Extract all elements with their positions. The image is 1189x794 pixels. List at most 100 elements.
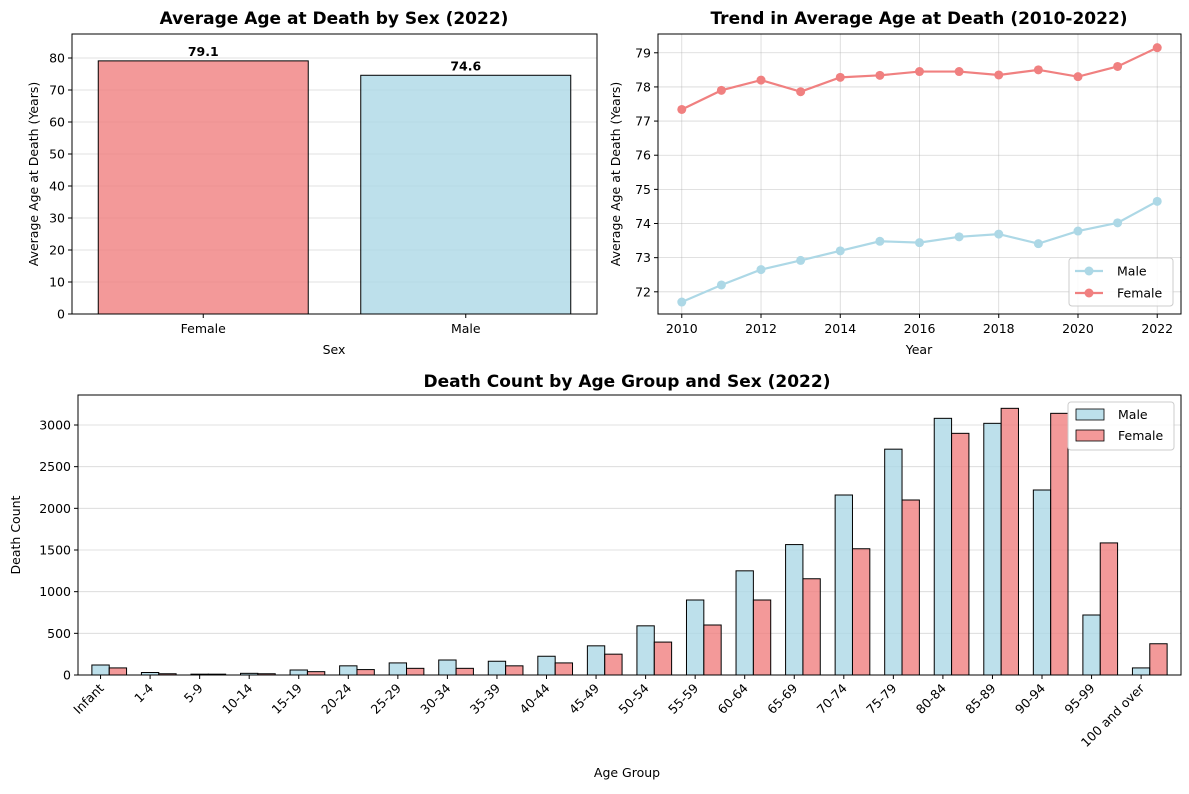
c2-title: Trend in Average Age at Death (2010-2022…: [710, 9, 1127, 29]
c3-legend: Male Female: [1067, 401, 1175, 451]
c2-y-tick-label: 77: [635, 114, 651, 129]
c2-legend-female-marker: [1084, 288, 1094, 298]
c2-point-female: [954, 67, 964, 77]
c2-x-tick-label: 2010: [666, 321, 698, 336]
c3-bar-female: [901, 499, 920, 676]
c2-point-female: [716, 85, 726, 95]
c2-x-ticks: 2010 2012 2014 2016 2018 2020 2022: [666, 314, 1173, 336]
c3-legend-male-swatch: [1075, 408, 1105, 421]
c2-point-female: [1152, 43, 1162, 53]
c2-point-male: [1113, 218, 1123, 228]
c2-x-tick-label: 2012: [745, 321, 777, 336]
c1-y-tick-label: 30: [49, 211, 65, 226]
c2-y-tick-label: 75: [635, 182, 651, 197]
c2-point-female: [1073, 72, 1083, 82]
c3-bar-female: [1149, 643, 1168, 676]
c3-bar-male: [388, 662, 408, 676]
c3-bar-male: [289, 669, 308, 676]
c2-axes-frame: [657, 33, 1182, 315]
c2-y-tick-label: 78: [635, 79, 651, 94]
c1-y-tick-label: 20: [49, 243, 65, 258]
c2-point-male: [716, 280, 726, 290]
c3-y-ticks: 0 500 1000 1500 2000 2500 3000: [39, 418, 78, 683]
c2-point-female: [875, 70, 885, 80]
c1-y-tick-label: 40: [49, 179, 65, 194]
c3-bar-male: [487, 660, 507, 676]
c3-bar-male: [834, 494, 853, 676]
c3-bar-female: [752, 599, 772, 676]
c2-y-ticks: 72 73 74 75 76 77 78 79: [635, 45, 658, 299]
c2-x-tick-label: 2018: [983, 321, 1015, 336]
c2-point-male: [954, 232, 964, 242]
c2-point-male: [994, 229, 1004, 239]
c3-bar-female: [505, 665, 524, 676]
c3-y-tick-label: 3000: [39, 418, 71, 433]
c3-bar-female: [1099, 542, 1119, 676]
c3-bar-female: [653, 641, 673, 676]
c2-point-female: [915, 67, 924, 77]
c2-y-tick-label: 73: [635, 250, 651, 265]
chart-trend-avg-age: 72 73 74 75 76 77 78 79 2010 2012 2014 2016 2018 202…: [608, 9, 1182, 357]
c1-x-tick-label: Female: [181, 321, 227, 336]
c3-bar-male: [884, 448, 903, 676]
c2-x-tick-label: 2020: [1062, 321, 1094, 336]
c3-bar-male: [1032, 489, 1052, 676]
c3-bar-female: [604, 653, 623, 676]
c3-y-tick-label: 1500: [39, 543, 71, 558]
c3-title: Death Count by Age Group and Sex (2022): [424, 372, 831, 392]
c2-y-tick-label: 79: [635, 45, 651, 60]
c3-y-tick-label: 0: [63, 668, 71, 683]
c3-y-axis-label: Death Count: [8, 495, 23, 574]
c3-bar-female: [802, 578, 821, 676]
c3-bar-female: [1050, 412, 1069, 676]
c2-point-male: [1033, 239, 1043, 249]
c1-bars: 79.1 74.6: [97, 44, 572, 315]
c1-y-tick-label: 80: [49, 51, 65, 66]
c2-legend-male-marker: [1084, 266, 1094, 276]
c2-x-tick-label: 2016: [904, 321, 936, 336]
c3-y-tick-label: 2500: [39, 459, 71, 474]
c3-bar-male: [933, 417, 953, 676]
c1-title: Average Age at Death by Sex (2022): [160, 9, 509, 29]
c3-bar-female: [356, 669, 375, 676]
c2-point-male: [1073, 226, 1083, 236]
c2-point-female: [796, 87, 806, 97]
c2-point-male: [677, 297, 687, 307]
c3-bar-female: [1000, 407, 1019, 676]
c3-bar-male: [91, 664, 110, 676]
c1-y-axis-label: Average Age at Death (Years): [26, 82, 41, 267]
c3-bar-male: [586, 645, 606, 676]
c2-point-female: [994, 70, 1004, 80]
c2-point-male: [835, 246, 845, 256]
c1-y-tick-label: 0: [57, 307, 65, 322]
c3-legend-female-label: Female: [1118, 428, 1164, 443]
c2-x-tick-label: 2022: [1141, 321, 1173, 336]
c3-bar-male: [983, 422, 1002, 676]
c3-legend-female-swatch: [1075, 429, 1105, 442]
c1-bar-female: [97, 60, 309, 315]
c2-point-female: [1033, 65, 1043, 75]
c2-y-axis-label: Average Age at Death (Years): [608, 82, 623, 267]
c2-x-tick-label: 2014: [824, 321, 856, 336]
c1-axes-frame: [71, 33, 598, 315]
c2-point-male: [1152, 196, 1162, 206]
c3-bar-male: [1082, 614, 1101, 676]
c1-data-label: 74.6: [450, 58, 481, 73]
c3-bar-female: [951, 432, 970, 676]
c3-bar-female: [703, 624, 722, 676]
c3-y-tick-label: 2000: [39, 501, 71, 516]
c3-bar-female: [455, 667, 474, 676]
c2-y-tick-label: 72: [635, 284, 651, 299]
c2-point-female: [677, 104, 687, 114]
c3-bar-female: [554, 662, 574, 676]
c3-x-axis-label: Age Group: [594, 765, 660, 780]
c3-bar-female: [406, 667, 425, 676]
c3-bar-male: [537, 655, 556, 676]
c1-data-label: 79.1: [188, 44, 219, 59]
c2-legend: Male Female: [1068, 257, 1174, 307]
c3-bars: [91, 407, 1168, 676]
c2-point-female: [756, 75, 766, 85]
c1-bar-male: [360, 74, 572, 315]
